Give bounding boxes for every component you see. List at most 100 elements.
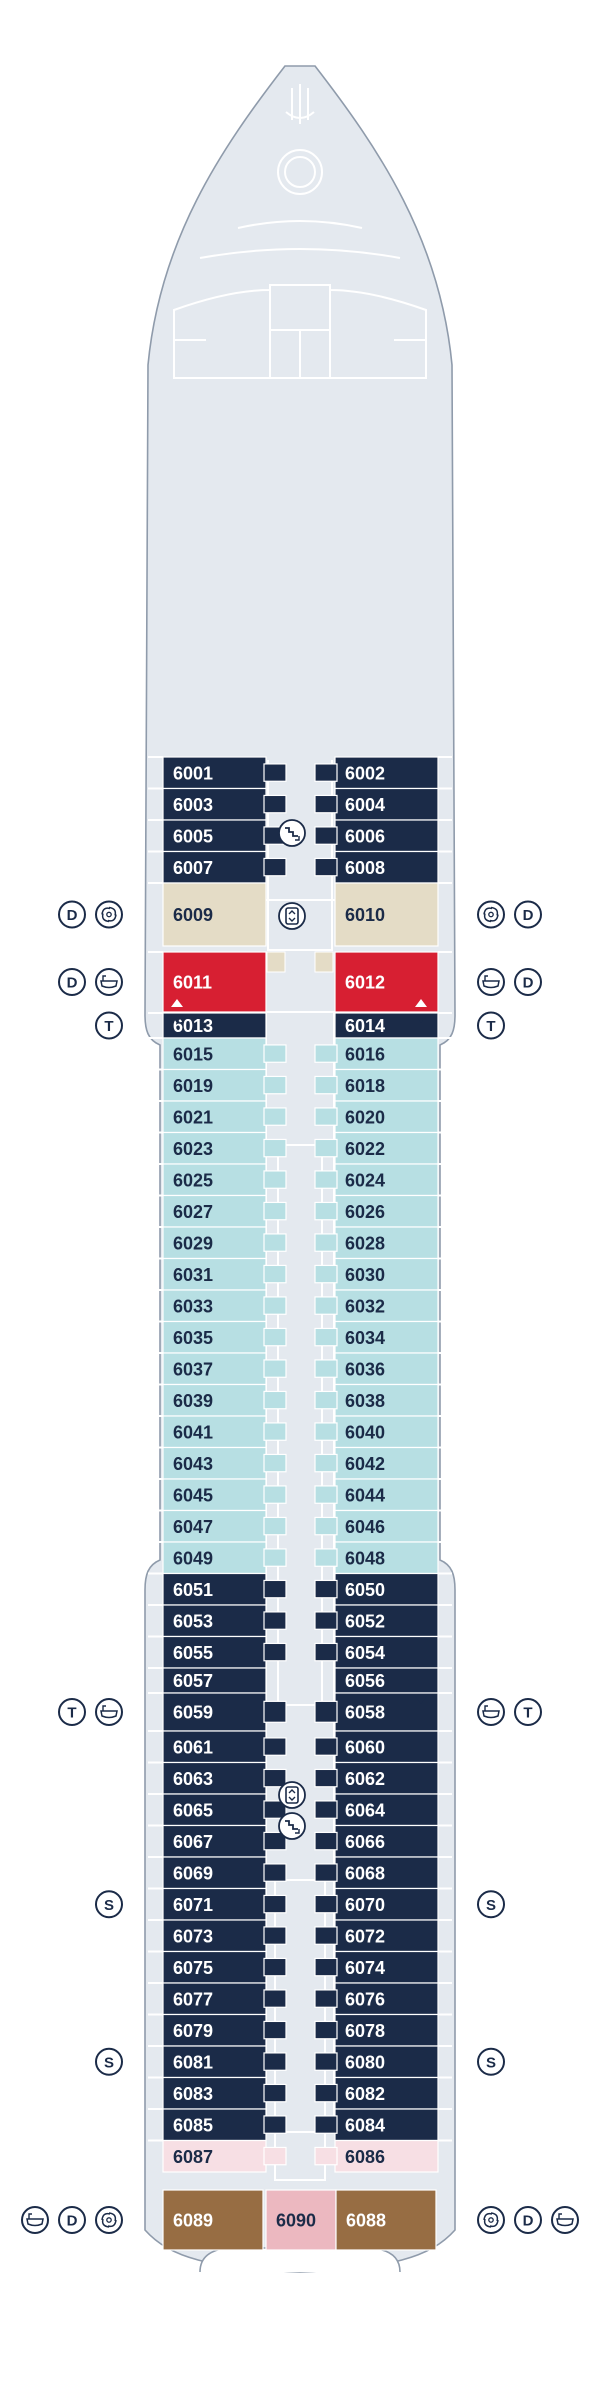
cabin-6082-label: 6082 (345, 2084, 385, 2104)
cabin-6077[interactable]: 6077 (162, 1982, 287, 2016)
cabin-6071[interactable]: 6071 (162, 1887, 287, 1921)
cabin-6076-label: 6076 (345, 1989, 385, 2009)
cabin-6050[interactable]: 6050 (314, 1572, 439, 1606)
cabin-6030[interactable]: 6030 (314, 1257, 439, 1291)
cabin-6044[interactable]: 6044 (314, 1478, 439, 1512)
cabin-6085[interactable]: 6085 (162, 2108, 287, 2142)
cabin-6034[interactable]: 6034 (314, 1320, 439, 1354)
cabin-6053[interactable]: 6053 (162, 1604, 287, 1638)
cabin-6085-label: 6085 (173, 2115, 213, 2135)
cabin-6082[interactable]: 6082 (314, 2076, 439, 2110)
cabin-6003-body (162, 787, 267, 821)
cabin-6052[interactable]: 6052 (314, 1604, 439, 1638)
cabin-6066[interactable]: 6066 (314, 1824, 439, 1858)
cabin-6079[interactable]: 6079 (162, 2013, 287, 2047)
cabin-6043[interactable]: 6043 (162, 1446, 287, 1480)
cabin-6070[interactable]: 6070 (314, 1887, 439, 1921)
cabin-6037[interactable]: 6037 (162, 1352, 287, 1386)
cabin-6051[interactable]: 6051 (162, 1572, 287, 1606)
cabin-6087[interactable]: 6087 (162, 2139, 287, 2173)
cabin-6056[interactable]: 6056 (334, 1667, 439, 1694)
cabin-6072[interactable]: 6072 (314, 1919, 439, 1953)
cabin-6029[interactable]: 6029 (162, 1226, 287, 1260)
cabin-6073[interactable]: 6073 (162, 1919, 287, 1953)
cabin-6002-body (334, 756, 439, 790)
cabin-6054[interactable]: 6054 (314, 1635, 439, 1669)
cabin-6089[interactable]: 6089 (162, 2189, 264, 2251)
cabin-6069[interactable]: 6069 (162, 1856, 287, 1890)
cabin-6007[interactable]: 6007 (162, 850, 287, 884)
cabin-6038-label: 6038 (345, 1391, 385, 1411)
cabin-6007-bathroom (263, 857, 287, 877)
cabin-6090[interactable]: 6090 (265, 2189, 337, 2251)
cabin-6067[interactable]: 6067 (162, 1824, 287, 1858)
cabin-6071-label: 6071 (173, 1895, 213, 1915)
cabin-6053-label: 6053 (173, 1611, 213, 1631)
cabin-6024[interactable]: 6024 (314, 1163, 439, 1197)
cabin-6057[interactable]: 6057 (162, 1667, 267, 1694)
cabin-6076-bathroom (314, 1989, 338, 2008)
cabin-6038[interactable]: 6038 (314, 1383, 439, 1417)
cabin-6062[interactable]: 6062 (314, 1761, 439, 1795)
cabin-6086[interactable]: 6086 (314, 2139, 439, 2173)
cabin-6048-bathroom (314, 1548, 338, 1567)
cabin-6061[interactable]: 6061 (162, 1730, 287, 1764)
cabin-6031-bathroom (263, 1264, 287, 1284)
cabin-6021[interactable]: 6021 (162, 1100, 287, 1134)
cabin-6026[interactable]: 6026 (314, 1194, 439, 1228)
cabin-6001[interactable]: 6001 (162, 756, 287, 790)
cabin-6080[interactable]: 6080 (314, 2045, 439, 2079)
cabin-6039[interactable]: 6039 (162, 1383, 287, 1417)
cabin-6074[interactable]: 6074 (314, 1950, 439, 1984)
cabin-6025[interactable]: 6025 (162, 1163, 287, 1197)
cabin-6041[interactable]: 6041 (162, 1415, 287, 1449)
symbols-cabin-6009: D (58, 900, 123, 929)
cabin-6023[interactable]: 6023 (162, 1131, 287, 1165)
cabin-6064[interactable]: 6064 (314, 1793, 439, 1827)
cabin-6078[interactable]: 6078 (314, 2013, 439, 2047)
cabin-6068[interactable]: 6068 (314, 1856, 439, 1890)
cabin-6031[interactable]: 6031 (162, 1257, 287, 1291)
cabin-6060-bathroom (314, 1737, 338, 1756)
cabin-6009[interactable]: 6009 (162, 882, 267, 947)
cabin-6020[interactable]: 6020 (314, 1100, 439, 1134)
whirlpool-icon (477, 900, 505, 929)
cabin-6060[interactable]: 6060 (314, 1730, 439, 1764)
cabin-6082-body (334, 2076, 439, 2110)
cabin-6019[interactable]: 6019 (162, 1068, 287, 1102)
cabin-6004[interactable]: 6004 (314, 787, 439, 821)
cabin-6057-label: 6057 (173, 1671, 213, 1691)
cabin-6088[interactable]: 6088 (335, 2189, 437, 2251)
cabin-6084[interactable]: 6084 (314, 2108, 439, 2142)
cabin-6065[interactable]: 6065 (162, 1793, 287, 1827)
cabin-6011[interactable]: 6011 (162, 951, 267, 1013)
cabin-6084-bathroom (314, 2115, 338, 2134)
cabin-6035[interactable]: 6035 (162, 1320, 287, 1354)
cabin-6003[interactable]: 6003 (162, 787, 287, 821)
cabin-6045[interactable]: 6045 (162, 1478, 287, 1512)
cabin-6022[interactable]: 6022 (314, 1131, 439, 1165)
cabin-6042[interactable]: 6042 (314, 1446, 439, 1480)
cabin-6055[interactable]: 6055 (162, 1635, 287, 1669)
cabin-6002[interactable]: 6002 (314, 756, 439, 790)
cabin-6083-label: 6083 (173, 2084, 213, 2104)
cabin-6076[interactable]: 6076 (314, 1982, 439, 2016)
cabin-6014[interactable]: 6014 (334, 1012, 439, 1039)
cabin-6018[interactable]: 6018 (314, 1068, 439, 1102)
cabin-6063[interactable]: 6063 (162, 1761, 287, 1795)
symbol-s-icon: S (95, 2047, 123, 2076)
cabin-6049[interactable]: 6049 (162, 1541, 287, 1575)
cabin-6053-bathroom (263, 1611, 287, 1630)
cabin-6016[interactable]: 6016 (314, 1037, 439, 1071)
cabin-6006[interactable]: 6006 (314, 819, 439, 853)
cabin-6046[interactable]: 6046 (314, 1509, 439, 1543)
cabin-6081[interactable]: 6081 (162, 2045, 287, 2079)
cabin-6035-label: 6035 (173, 1328, 213, 1348)
cabin-6047[interactable]: 6047 (162, 1509, 287, 1543)
cabin-6040[interactable]: 6040 (314, 1415, 439, 1449)
cabin-6032-label: 6032 (345, 1296, 385, 1316)
cabin-6010[interactable]: 6010 (334, 882, 439, 947)
cabin-6048[interactable]: 6048 (314, 1541, 439, 1575)
cabin-6036[interactable]: 6036 (314, 1352, 439, 1386)
cabin-6033[interactable]: 6033 (162, 1289, 287, 1323)
